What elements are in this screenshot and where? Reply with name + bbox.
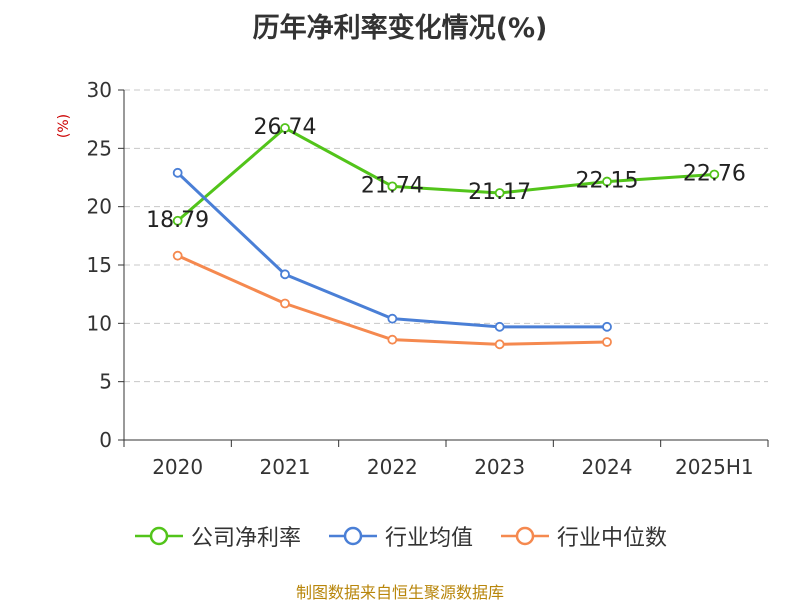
data-point — [709, 169, 720, 180]
x-tick-label: 2024 — [582, 455, 633, 479]
y-tick-label: 15 — [87, 253, 112, 277]
data-point — [280, 123, 290, 133]
x-tick-label: 2021 — [260, 455, 311, 479]
data-label: 22.15 — [576, 169, 639, 194]
data-point — [387, 334, 398, 345]
legend-marker-icon — [328, 526, 377, 546]
y-tick-label: 5 — [99, 370, 112, 394]
y-tick-label: 10 — [87, 311, 112, 335]
legend-item[interactable]: 公司净利率 — [133, 520, 301, 552]
source-note: 制图数据来自恒生聚源数据库 — [295, 583, 504, 602]
series-line — [176, 126, 715, 222]
x-tick-label: 2025H1 — [675, 455, 754, 479]
x-tick-label: 2023 — [474, 455, 525, 479]
data-label-layer: 18.79 26.74 21.74 21.17 22.15 22.76 — [146, 115, 746, 233]
legend-label: 行业均值 — [384, 526, 473, 551]
series-2 — [172, 250, 612, 350]
data-point — [280, 298, 290, 309]
x-tick-label: 2022 — [367, 455, 418, 479]
y-axis-title: (%) — [56, 114, 72, 138]
data-label: 21.74 — [361, 173, 424, 198]
legend: 公司净利率 行业均值 行业中位数 — [0, 520, 800, 552]
data-point — [172, 250, 183, 261]
data-point — [602, 337, 612, 347]
data-point — [494, 339, 505, 350]
series-1 — [172, 167, 612, 332]
data-point — [387, 313, 398, 324]
data-point — [602, 321, 612, 332]
legend-marker-icon — [134, 526, 183, 546]
data-label: 22.76 — [683, 161, 746, 186]
legend-item[interactable]: 行业均值 — [327, 520, 473, 552]
y-tick-label: 20 — [87, 195, 112, 219]
data-point — [494, 188, 505, 198]
y-tick-label: 25 — [87, 136, 112, 160]
data-point — [172, 215, 183, 226]
data-point — [494, 321, 505, 332]
series-layer — [172, 123, 720, 350]
data-point — [280, 269, 290, 280]
legend-item[interactable]: 行业中位数 — [499, 520, 667, 552]
data-point — [602, 176, 612, 187]
axis-layer: 0 5 10 15 20 25 30 2020 2021 2022 2023 2024 2025H1 — [87, 78, 769, 479]
data-label: 18.79 — [146, 208, 209, 233]
legend-label: 公司净利率 — [190, 526, 301, 551]
data-point — [172, 167, 183, 178]
series-line — [177, 254, 608, 346]
x-tick-label: 2020 — [152, 455, 203, 479]
y-tick-label: 0 — [99, 428, 112, 452]
chart-title: 历年净利率变化情况(%) — [252, 13, 548, 44]
data-label: 21.17 — [468, 180, 531, 205]
y-tick-label: 30 — [87, 78, 112, 102]
data-label: 26.74 — [254, 115, 317, 140]
series-0 — [172, 123, 720, 226]
legend-marker-icon — [501, 526, 549, 546]
grid-layer — [124, 89, 768, 383]
legend-label: 行业中位数 — [557, 526, 668, 551]
data-point — [387, 181, 398, 192]
